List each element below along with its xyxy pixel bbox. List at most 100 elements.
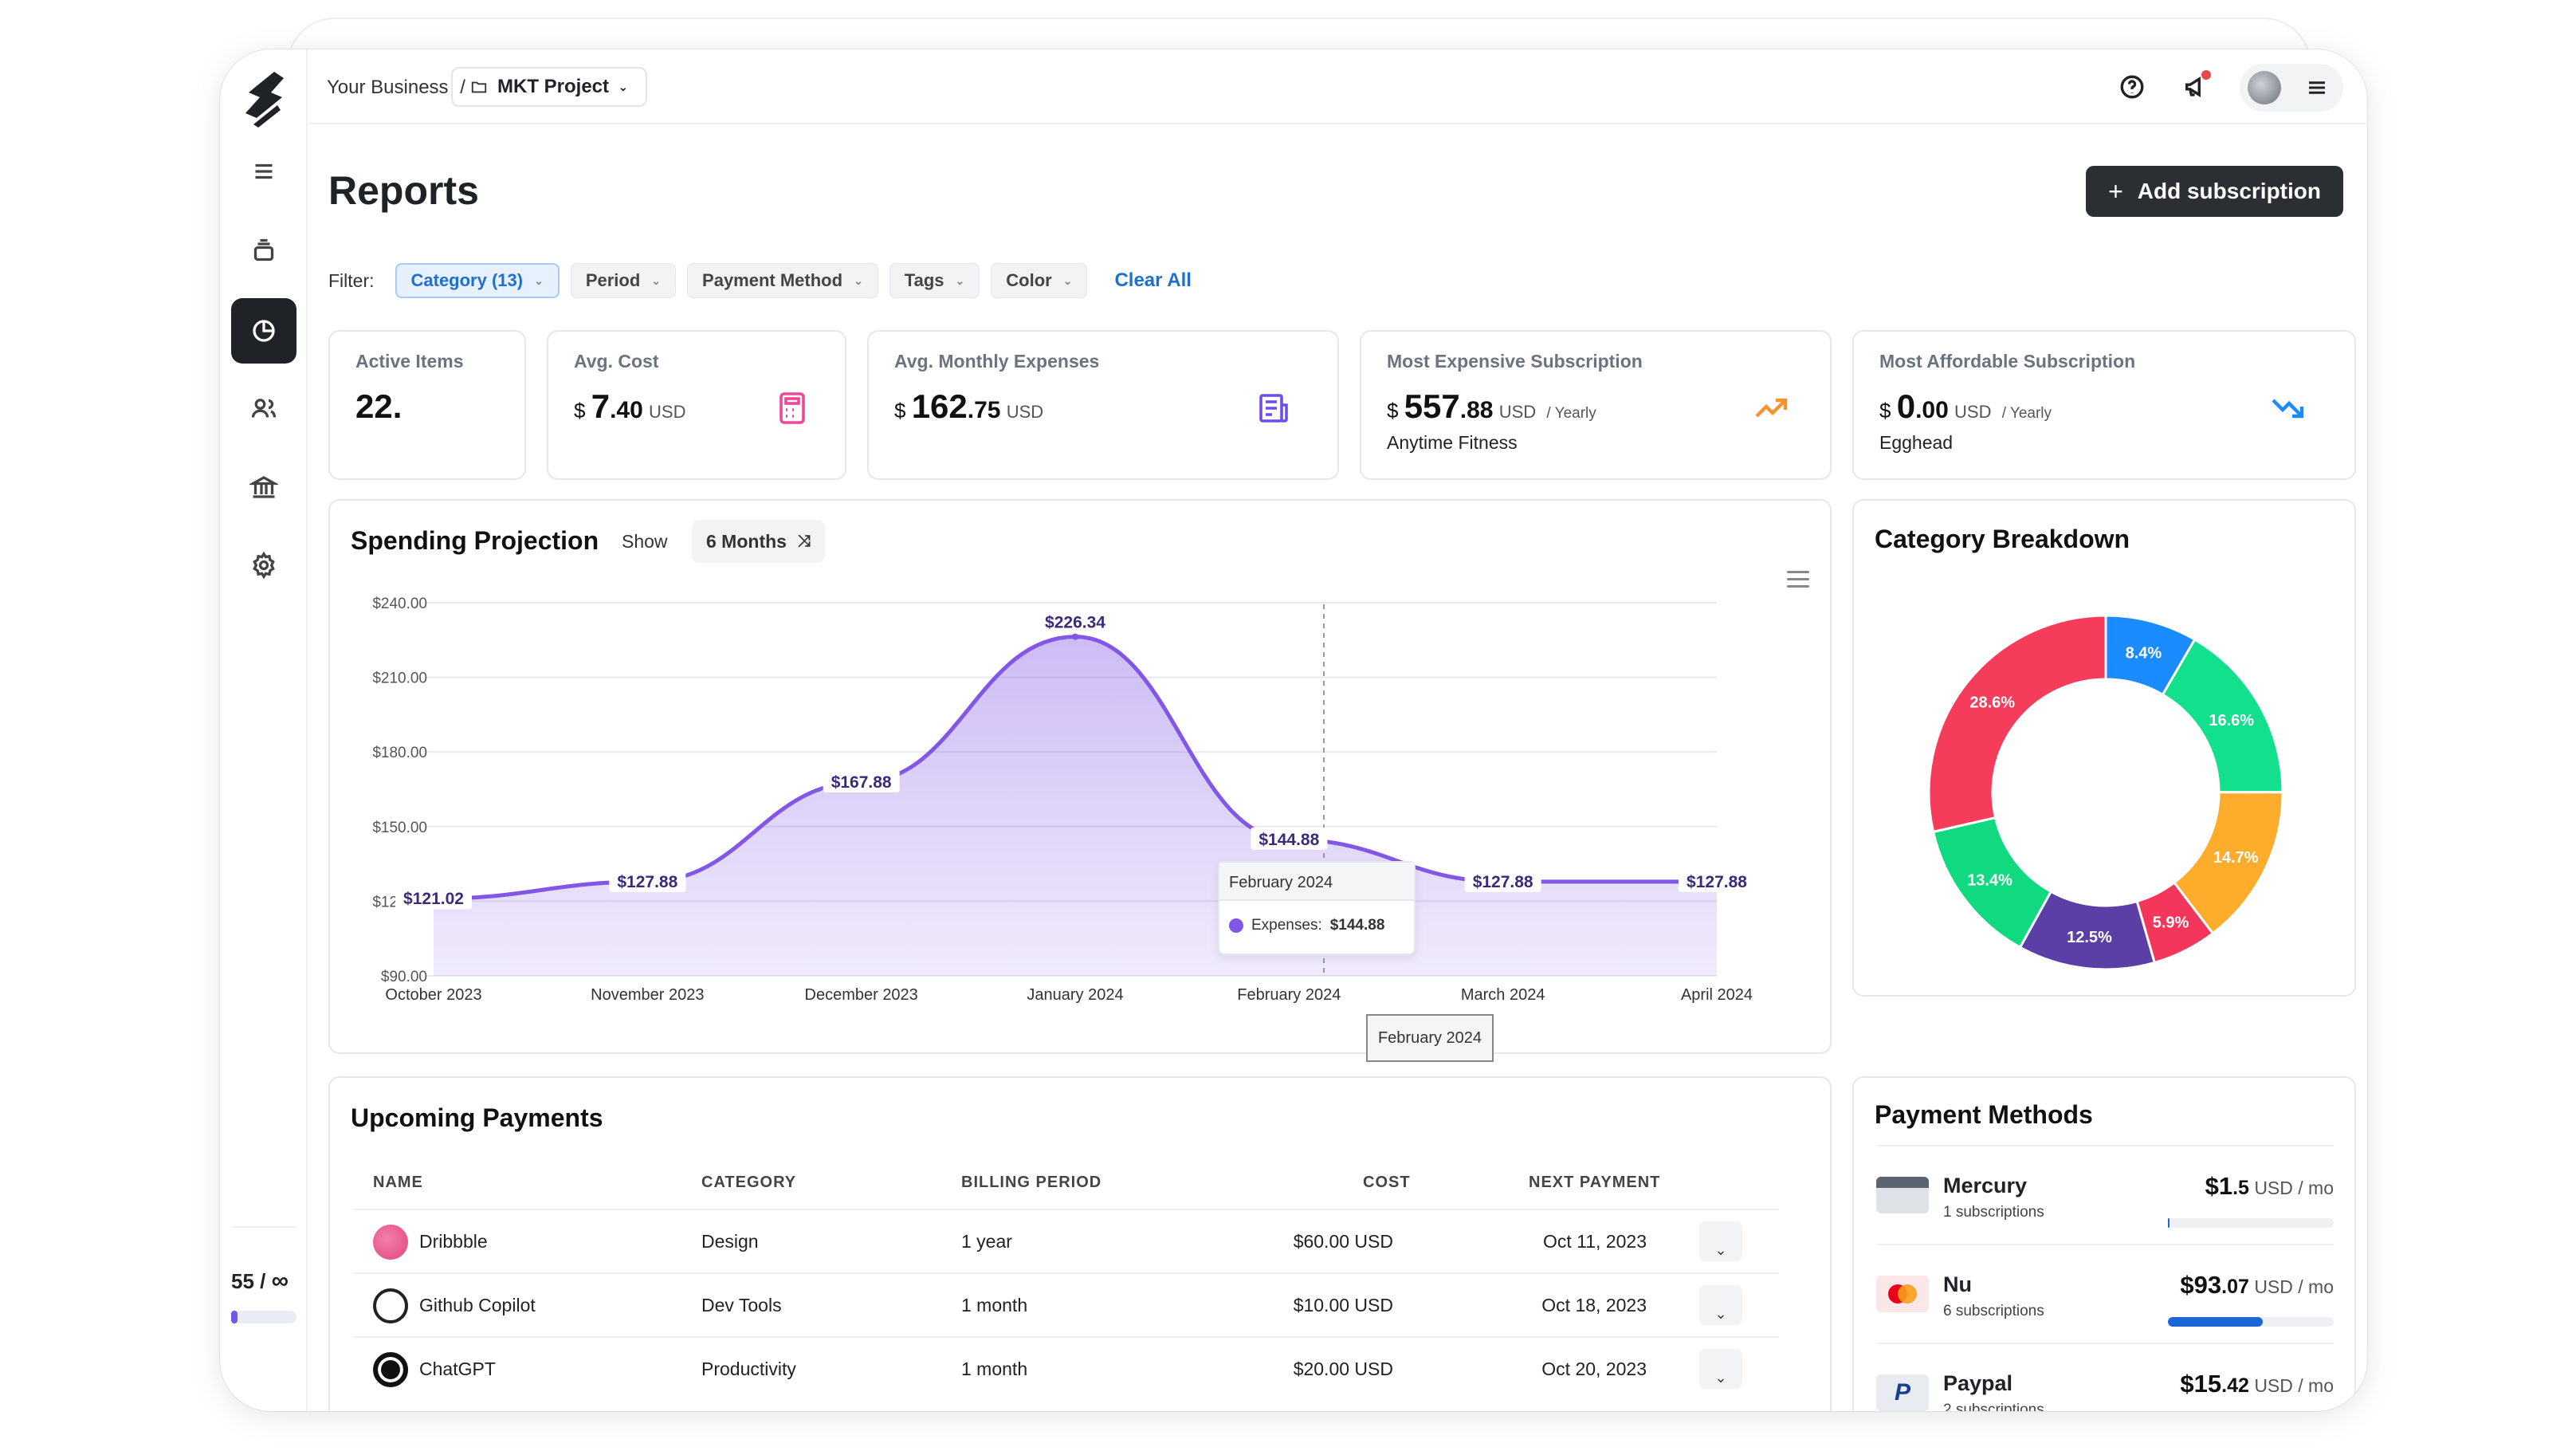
users-nav-icon[interactable] [231,376,296,442]
filter-payment-method-label: Payment Method [702,270,843,290]
cell-category: Productivity [701,1359,796,1379]
cell-next-payment: Oct 18, 2023 [1541,1295,1647,1315]
payment-method-item[interactable]: P Paypal 2 subscriptions $15.42 USD / mo [1876,1343,2334,1411]
chatgpt-icon [373,1352,408,1387]
cell-category: Design [701,1231,759,1252]
payment-method-amount: $15.42 USD / mo [2180,1370,2334,1398]
expand-row-button[interactable]: ⌄ [1699,1285,1742,1325]
data-label: $167.88 [831,773,892,792]
cell-category: Dev Tools [701,1295,782,1315]
filter-tags[interactable]: Tags ⌄ [889,263,980,298]
breadcrumb: Your Business / [327,77,465,99]
share-bar-fill [2168,1317,2263,1327]
data-label-bg [823,770,900,793]
add-subscription-button[interactable]: + Add subscription [2086,166,2343,217]
stat-value: $ 0.00 USD / Yearly [1879,387,2052,425]
range-selector[interactable]: 6 Months ⤨ [692,520,825,563]
stat-active-items: Active Items 22. [328,330,526,480]
col-category[interactable]: CATEGORY [701,1174,797,1191]
donut-slice[interactable] [1927,614,2107,834]
col-cost[interactable]: COST [1363,1174,1411,1191]
infinity-icon: ∞ [271,1268,289,1294]
x-tick-label: March 2024 [1461,986,1545,1004]
settings-gear-icon[interactable] [231,533,296,598]
x-tick-label: October 2023 [385,986,481,1004]
tooltip-value: $144.88 [1329,917,1385,934]
payment-method-item[interactable]: Mercury 1 subscriptions $1.5 USD / mo [1876,1145,2334,1244]
announcements-megaphone-icon[interactable] [2176,67,2216,107]
stat-subscription-name: Egghead [1879,432,1954,453]
col-billing-period[interactable]: BILLING PERIOD [961,1174,1102,1191]
menu-toggle-icon[interactable] [231,139,296,204]
data-label-bg [609,869,686,892]
filter-payment-method[interactable]: Payment Method ⌄ [687,263,878,298]
y-tick-label: $180.00 [372,745,427,761]
slice-label: 28.6% [1969,694,2015,712]
brand-logo[interactable] [242,69,287,128]
chevron-down-icon: ⌄ [534,273,544,287]
chevron-down-icon: ⌄ [1714,1242,1727,1258]
help-icon[interactable] [2112,67,2152,107]
slice-label: 8.4% [2126,644,2162,662]
range-value: 6 Months [706,530,787,552]
data-label-bg [395,887,472,910]
chart-menu-icon[interactable] [1787,571,1809,588]
slice-label: 12.5% [2067,929,2112,946]
data-point[interactable] [1072,633,1078,640]
expand-row-button[interactable]: ⌄ [1699,1221,1742,1261]
bank-nav-icon[interactable] [231,454,296,520]
upcoming-payments-title: Upcoming Payments [351,1103,603,1132]
cell-cost: $20.00 USD [1293,1359,1393,1379]
stat-avg-cost: Avg. Cost $ 7.40 USD [547,330,846,480]
breadcrumb-separator: / [460,77,465,98]
tooltip-header: February 2024 [1219,863,1414,901]
chevron-down-icon: ⌄ [618,80,628,93]
project-name: MKT Project [497,76,610,97]
table-row[interactable]: Github Copilot Dev Tools 1 month $10.00 … [352,1272,1779,1336]
y-tick-label: $210.00 [372,670,427,687]
payment-method-subs: 1 subscriptions [1943,1204,2044,1221]
mercury-card-icon [1876,1177,1929,1213]
col-next-payment[interactable]: NEXT PAYMENT [1529,1174,1661,1191]
stat-value: $ 162.75 USD [894,387,1044,425]
subscriptions-nav-icon[interactable] [231,218,296,284]
table-row[interactable]: Dribbble Design 1 year $60.00 USD Oct 11… [352,1209,1779,1272]
data-label: $121.02 [403,890,464,908]
filter-category[interactable]: Category (13) ⌄ [395,263,560,298]
user-menu[interactable] [2240,64,2343,112]
x-tick-label: December 2023 [805,986,918,1004]
dribbble-icon [373,1225,408,1260]
topbar: Your Business / MKT Project ⌄ [308,49,2367,124]
data-label: $127.88 [617,873,677,891]
slice-label: 14.7% [2213,849,2259,867]
filter-period[interactable]: Period ⌄ [570,263,677,298]
category-breakdown-card: Category Breakdown 8.4% 16.6% 14.7% 5.9% 12.… [1852,499,2356,997]
breadcrumb-business[interactable]: Your Business [327,77,449,98]
table-row[interactable]: ChatGPT Productivity 1 month $20.00 USD … [352,1336,1779,1400]
clear-all-link[interactable]: Clear All [1114,269,1192,291]
spending-projection-chart: $240.00$210.00$180.00$150.00$120.00$90.0… [372,596,1755,1004]
data-label-bg [1037,610,1113,633]
calculator-icon [779,392,805,424]
payment-method-amount: $1.5 USD / mo [2205,1172,2334,1200]
payment-method-item[interactable]: Nu 6 subscriptions $93.07 USD / mo [1876,1244,2334,1343]
stat-label: Most Expensive Subscription [1387,351,1643,372]
add-subscription-label: Add subscription [2137,179,2321,203]
slice-label: 5.9% [2153,914,2189,932]
filter-color[interactable]: Color ⌄ [991,263,1088,298]
project-selector[interactable]: MKT Project ⌄ [451,67,647,107]
x-tick-label: February 2024 [1237,986,1341,1004]
payment-method-name: Mercury [1943,1174,2028,1197]
reports-nav-icon[interactable] [231,298,296,364]
data-label: $226.34 [1045,614,1105,632]
spending-projection-title: Spending Projection [351,526,599,555]
slice-label: 13.4% [1967,871,2012,889]
col-name[interactable]: NAME [373,1174,423,1191]
trending-down-icon [2272,399,2304,419]
expand-row-button[interactable]: ⌄ [1699,1349,1742,1389]
stat-label: Active Items [355,351,464,372]
y-tick-label: $90.00 [381,969,427,985]
table-header: NAME CATEGORY BILLING PERIOD COST NEXT P… [373,1174,1800,1205]
shuffle-icon: ⤨ [797,532,811,550]
chevron-down-icon: ⌄ [651,273,662,287]
